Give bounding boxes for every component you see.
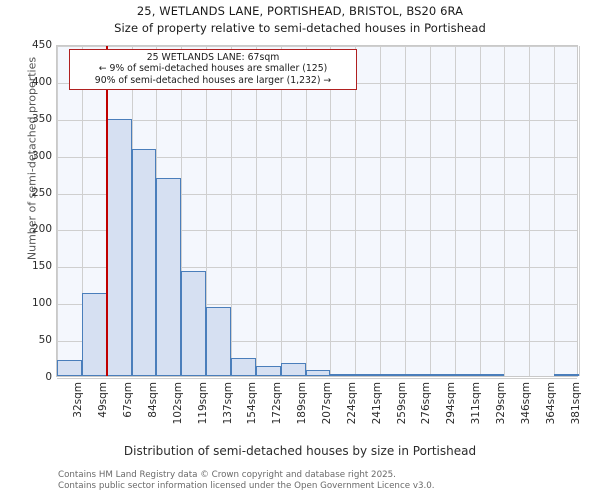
histogram-bar xyxy=(107,119,132,376)
annotation-line-1: 25 WETLANDS LANE: 67sqm xyxy=(146,52,280,63)
x-axis-tick-label: 259sqm xyxy=(396,382,408,425)
x-axis-tick-label: 172sqm xyxy=(271,382,283,425)
gridline-vertical xyxy=(405,46,406,376)
x-axis-tick-label: 241sqm xyxy=(371,382,383,425)
annotation-line-3: 90% of semi-detached houses are larger (… xyxy=(94,74,332,86)
histogram-bar xyxy=(132,148,156,376)
histogram-bar xyxy=(554,374,579,376)
histogram-bar xyxy=(57,359,82,376)
y-axis-tick-label: 0 xyxy=(45,371,52,383)
histogram-bar xyxy=(405,374,430,376)
chart-title: 25, WETLANDS LANE, PORTISHEAD, BRISTOL, … xyxy=(136,4,464,18)
gridline-vertical xyxy=(554,46,555,376)
property-annotation-box: 25 WETLANDS LANE: 67sqm ← 9% of semi-det… xyxy=(69,49,357,91)
y-axis-ticks: 0 50 100 150 200 250 300 350 400 450 xyxy=(0,39,52,383)
histogram-bar xyxy=(231,357,256,376)
x-axis-tick-label: 381sqm xyxy=(570,382,582,425)
gridline-vertical xyxy=(206,46,207,376)
gridline-vertical xyxy=(306,46,307,376)
x-axis-tick-label: 154sqm xyxy=(246,382,258,425)
x-axis-title: Distribution of semi-detached houses by … xyxy=(123,444,477,458)
gridline-vertical xyxy=(455,46,456,376)
histogram-bar xyxy=(206,307,231,376)
gridline-horizontal xyxy=(57,46,577,47)
plot-area: 25 WETLANDS LANE: 67sqm ← 9% of semi-det… xyxy=(56,45,580,379)
histogram-bar xyxy=(156,178,181,376)
histogram-bar xyxy=(330,374,355,376)
x-axis-tick-label: 84sqm xyxy=(147,382,159,418)
x-axis-tick-label: 346sqm xyxy=(520,382,532,425)
x-axis-tick-label: 207sqm xyxy=(321,382,333,425)
x-axis-tick-label: 224sqm xyxy=(346,382,358,425)
gridline-horizontal xyxy=(57,230,577,232)
footer-line-1: Contains HM Land Registry data © Crown c… xyxy=(58,470,396,480)
x-axis-tick-label: 102sqm xyxy=(172,382,184,425)
gridline-horizontal xyxy=(57,193,577,195)
x-axis-tick-label: 364sqm xyxy=(545,382,557,425)
x-axis-ticks: 32sqm 49sqm 67sqm 84sqm 102sqm 119sqm 137sqm 15… xyxy=(56,382,582,442)
y-axis-tick-label: 350 xyxy=(31,112,52,125)
histogram-bar xyxy=(306,370,330,376)
gridline-vertical xyxy=(430,46,431,376)
x-axis-tick-label: 67sqm xyxy=(122,382,134,418)
gridline-vertical xyxy=(380,46,381,376)
y-axis-tick-label: 150 xyxy=(31,260,52,273)
gridline-horizontal xyxy=(57,378,577,379)
y-axis-tick-label: 450 xyxy=(31,39,52,51)
gridline-horizontal xyxy=(57,119,577,121)
histogram-bar xyxy=(281,362,306,376)
gridline-horizontal xyxy=(57,267,577,269)
footer-line-2: Contains public sector information licen… xyxy=(58,480,435,491)
gridline-vertical xyxy=(82,46,83,376)
gridline-vertical xyxy=(231,46,232,376)
property-marker-line xyxy=(106,46,108,376)
gridline-vertical xyxy=(529,46,530,376)
histogram-bar xyxy=(256,366,281,376)
x-axis-tick-label: 32sqm xyxy=(72,382,84,418)
histogram-bar xyxy=(82,293,107,376)
x-axis-tick-label: 311sqm xyxy=(470,382,482,425)
y-axis-tick-label: 50 xyxy=(38,334,52,347)
gridline-vertical xyxy=(480,46,481,376)
y-axis-tick-label: 100 xyxy=(31,297,52,310)
x-axis-tick-label: 189sqm xyxy=(296,382,308,425)
y-axis-tick-label: 300 xyxy=(31,149,52,162)
gridline-vertical xyxy=(281,46,282,376)
x-axis-tick-label: 49sqm xyxy=(97,382,109,418)
y-axis-tick-label: 400 xyxy=(31,75,52,88)
x-axis-tick-label: 294sqm xyxy=(445,382,457,425)
gridline-vertical xyxy=(181,46,182,376)
gridline-vertical xyxy=(579,46,580,376)
y-axis-tick-label: 250 xyxy=(31,186,52,199)
gridline-vertical xyxy=(330,46,331,376)
x-axis-tick-label: 119sqm xyxy=(197,382,209,425)
histogram-bar xyxy=(380,373,405,376)
y-axis-tick-label: 200 xyxy=(31,223,52,236)
histogram-bar xyxy=(181,271,206,376)
gridline-vertical xyxy=(504,46,505,376)
gridline-horizontal xyxy=(57,304,577,306)
footer-attribution: Contains HM Land Registry data © Crown c… xyxy=(58,470,435,491)
histogram-bar xyxy=(455,374,480,376)
x-axis-tick-label: 137sqm xyxy=(222,382,234,425)
histogram-bar xyxy=(430,374,455,376)
x-axis-tick-label: 276sqm xyxy=(420,382,432,425)
annotation-line-2: ← 9% of semi-detached houses are smaller… xyxy=(98,63,328,75)
gridline-vertical xyxy=(355,46,356,376)
histogram-bar xyxy=(480,374,504,376)
gridline-vertical xyxy=(57,46,58,376)
x-axis-tick-label: 329sqm xyxy=(495,382,507,425)
histogram-bar xyxy=(355,373,380,376)
chart-subtitle: Size of property relative to semi-detach… xyxy=(114,21,486,35)
gridline-horizontal xyxy=(57,341,577,343)
gridline-vertical xyxy=(256,46,257,376)
gridline-horizontal xyxy=(57,156,577,158)
